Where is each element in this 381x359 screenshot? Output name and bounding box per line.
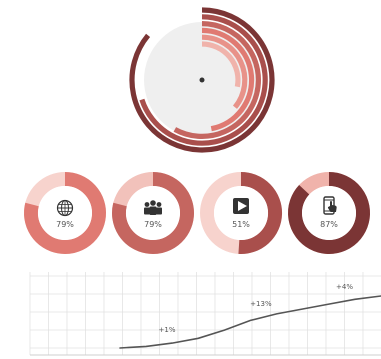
line-annotation-1: +1% xyxy=(159,326,176,334)
radial-bar-1 xyxy=(129,7,275,153)
donut-phone: 87% xyxy=(288,172,370,254)
donut-arc-2 xyxy=(112,172,194,254)
line-chart-grid xyxy=(29,272,381,355)
globe-icon xyxy=(56,199,74,217)
donut-arc-4 xyxy=(288,172,370,254)
donut-play-label: 51% xyxy=(232,220,250,229)
donut-globe-label: 79% xyxy=(56,220,74,229)
line-series xyxy=(119,295,381,349)
line-annotation-2: +13% xyxy=(250,300,272,308)
radial-bar-5 xyxy=(201,34,248,109)
radial-bar-chart xyxy=(129,7,275,153)
line-chart: +1% +13% +4% xyxy=(29,272,381,356)
donut-hole-4 xyxy=(302,186,356,240)
donut-globe: 79% xyxy=(24,172,106,254)
radial-bar-4 xyxy=(201,27,255,132)
people-icon xyxy=(144,200,162,215)
donut-arc-1 xyxy=(24,172,106,254)
radial-bar-6 xyxy=(201,41,241,88)
phone-icon xyxy=(323,196,337,215)
play-icon xyxy=(233,198,249,214)
radial-bar-3 xyxy=(173,21,261,139)
donut-phone-label: 87% xyxy=(320,220,338,229)
line-annotation-3: +4% xyxy=(336,283,353,291)
donut-people-label: 79% xyxy=(144,220,162,229)
donut-arc-3 xyxy=(238,172,283,254)
radial-center-dot xyxy=(199,77,205,83)
radial-bar-2 xyxy=(139,14,268,146)
donut-row: 79% 79% 51% xyxy=(24,172,370,254)
donut-play: 51% xyxy=(200,172,283,254)
donut-people: 79% xyxy=(112,172,194,254)
